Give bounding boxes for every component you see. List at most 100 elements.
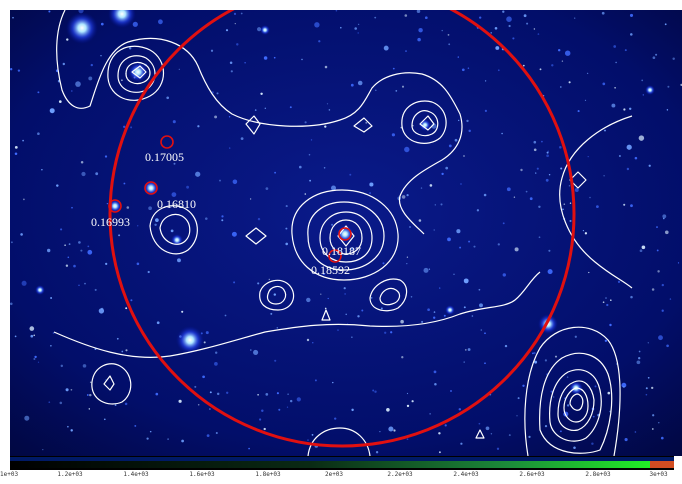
star — [525, 190, 528, 193]
star — [520, 168, 523, 172]
star — [514, 247, 519, 252]
galaxy-marker[interactable] — [160, 135, 174, 149]
star — [22, 139, 24, 142]
star — [221, 215, 224, 218]
star — [461, 68, 465, 72]
star — [479, 303, 483, 308]
star — [231, 231, 237, 237]
star — [328, 109, 331, 111]
star — [533, 140, 537, 144]
contour-small — [321, 309, 331, 321]
contour-small — [475, 429, 485, 439]
star — [228, 116, 231, 118]
star — [638, 357, 641, 360]
star — [59, 401, 63, 405]
star — [289, 399, 293, 403]
star — [528, 435, 531, 439]
star — [636, 360, 641, 365]
star — [645, 393, 648, 396]
star — [433, 229, 435, 231]
star — [626, 144, 632, 150]
galaxy-marker[interactable] — [338, 227, 352, 241]
star — [351, 408, 354, 412]
star — [615, 61, 617, 64]
star — [34, 355, 37, 359]
star — [652, 56, 656, 60]
galaxy-marker[interactable] — [144, 181, 158, 195]
star — [130, 299, 133, 302]
star — [433, 316, 436, 319]
star — [617, 280, 621, 284]
contour-small — [245, 115, 261, 135]
star — [490, 433, 493, 435]
star — [344, 293, 346, 295]
star — [60, 364, 64, 368]
star — [64, 244, 66, 247]
star — [497, 69, 500, 72]
star — [441, 172, 444, 176]
contour-top-blob — [117, 55, 156, 93]
star — [197, 404, 200, 406]
bright-stars — [35, 10, 655, 395]
star — [335, 10, 338, 12]
star — [229, 61, 233, 65]
redshift-label: 0.16993 — [91, 215, 130, 229]
star — [412, 125, 414, 127]
star — [209, 408, 211, 410]
star — [65, 264, 69, 267]
star — [468, 129, 471, 133]
star — [265, 393, 269, 396]
star — [630, 295, 633, 299]
star — [334, 417, 337, 420]
star — [130, 126, 133, 129]
star — [506, 187, 511, 192]
galaxy-marker[interactable] — [328, 249, 342, 263]
colorbar-tick-label: 1e+03 — [0, 471, 19, 478]
galaxy-marker[interactable] — [108, 199, 122, 213]
star — [406, 404, 410, 408]
star — [273, 56, 276, 59]
star — [50, 345, 52, 347]
star — [424, 16, 428, 20]
star — [203, 341, 206, 344]
star — [584, 232, 588, 235]
star — [66, 38, 69, 41]
star — [529, 197, 533, 201]
star — [47, 248, 51, 253]
star — [533, 28, 536, 30]
star — [224, 314, 227, 317]
star — [114, 404, 117, 406]
star — [506, 16, 512, 22]
star — [574, 188, 579, 192]
star — [82, 364, 87, 368]
star — [337, 329, 339, 331]
star — [538, 236, 541, 239]
star — [609, 323, 612, 327]
star — [566, 376, 569, 378]
star — [466, 119, 469, 123]
star — [10, 68, 13, 71]
colorbar-right-tip — [650, 461, 674, 468]
star — [662, 214, 667, 219]
star — [569, 202, 572, 204]
star — [544, 425, 548, 428]
star — [478, 288, 481, 291]
star — [257, 393, 259, 396]
star — [270, 312, 273, 315]
star — [324, 307, 327, 310]
star — [60, 228, 63, 231]
star — [324, 125, 327, 128]
star — [559, 430, 562, 433]
star — [369, 182, 374, 187]
star — [268, 278, 271, 281]
contour-blob — [259, 279, 295, 311]
star — [406, 262, 408, 265]
star — [274, 171, 277, 174]
star — [37, 132, 40, 136]
star — [42, 448, 44, 451]
star — [216, 92, 219, 95]
star — [589, 196, 591, 199]
star — [357, 80, 363, 86]
star — [623, 108, 626, 111]
star — [423, 267, 429, 273]
